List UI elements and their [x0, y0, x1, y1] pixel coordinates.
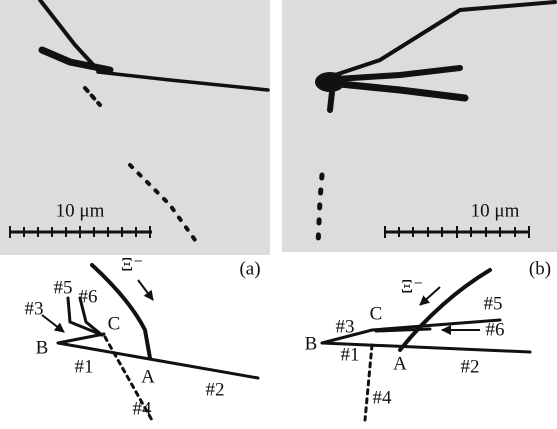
vertex-label: B — [36, 337, 49, 358]
track-label: #3 — [336, 316, 355, 337]
vertex-label: A — [141, 366, 155, 387]
xi-label: Ξ⁻ — [121, 254, 143, 275]
photo-b: 10 μm — [282, 0, 557, 252]
diagram-b: Ξ⁻ #1 #2 #3 #4 #5 #6 A B C — [305, 270, 530, 420]
track-label: #1 — [341, 344, 360, 365]
track-label: #4 — [133, 398, 153, 419]
track-label: #2 — [461, 356, 480, 377]
track-label: #5 — [54, 277, 73, 298]
scale-label: 10 μm — [471, 200, 520, 221]
track-label: #3 — [25, 298, 44, 319]
track-label: #1 — [75, 356, 94, 377]
xi-label: Ξ⁻ — [401, 276, 423, 297]
track-label: #6 — [79, 286, 98, 307]
figure: 10 μm 10 μm (a) (b) Ξ⁻ #1 #2 #3 #4 #5 #6… — [0, 0, 557, 429]
vertex-label: C — [108, 313, 121, 334]
photo-a: 10 μm — [0, 0, 270, 255]
track-label: #6 — [486, 319, 505, 340]
panel-label: (b) — [529, 258, 551, 279]
track-label: #2 — [206, 379, 225, 400]
track-label: #4 — [373, 387, 393, 408]
track-label: #5 — [484, 293, 503, 314]
vertex-label: A — [393, 353, 407, 374]
diagram-a: Ξ⁻ #1 #2 #3 #4 #5 #6 A B C — [25, 254, 259, 422]
panel-label: (a) — [239, 258, 260, 279]
vertex-label: C — [370, 303, 383, 324]
scale-label: 10 μm — [56, 200, 105, 221]
vertex-label: B — [305, 333, 318, 354]
